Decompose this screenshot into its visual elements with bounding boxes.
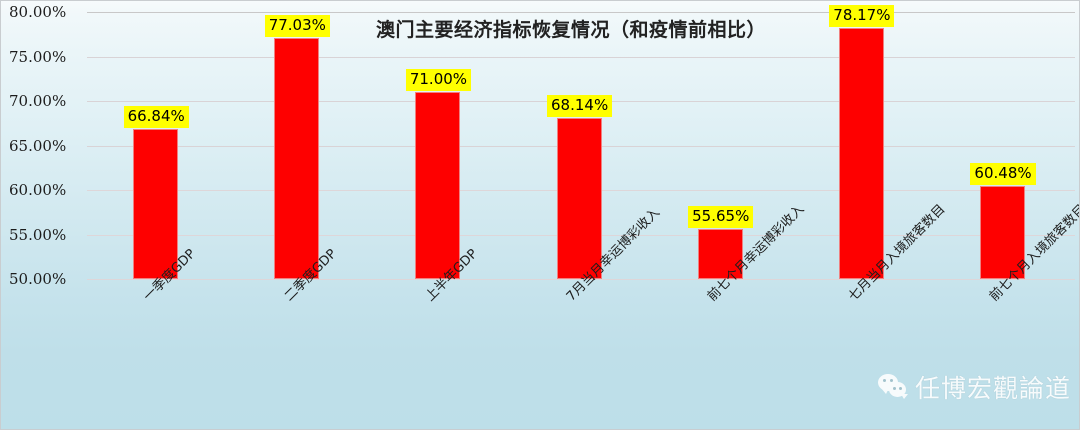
y-axis-tick-label: 60.00% [9,181,67,199]
bar-value-label: 60.48% [970,162,1036,185]
bar[interactable] [979,185,1025,279]
gridline [87,12,1075,13]
bar[interactable] [274,38,320,279]
bar[interactable] [697,228,743,279]
y-axis-tick-label: 75.00% [9,47,67,66]
bar[interactable] [133,129,179,279]
bar[interactable] [415,92,461,279]
y-axis-tick-label: 80.00% [9,3,67,21]
bar[interactable] [838,28,884,279]
bar-value-label: 77.03% [264,15,330,38]
y-axis-tick-label: 65.00% [9,136,67,155]
bar-value-label: 71.00% [405,69,472,92]
y-axis-tick-label: 70.00% [9,92,67,110]
bar-value-label: 66.84% [123,106,189,129]
y-axis-tick-label: 55.00% [9,225,67,244]
watermark-text: 任博宏觀論道 [914,374,1071,403]
watermark: 任博宏觀論道 [877,369,1071,405]
gridline [87,56,1075,58]
bar-value-label: 55.65% [688,205,754,228]
bar-value-label: 78.17% [829,5,895,28]
gridline [87,279,1075,280]
y-axis-tick-label: 50.00% [9,270,67,288]
wechat-icon [877,374,908,400]
chart-title: 澳门主要经济指标恢复情况（和疫情前相比） [375,19,766,41]
bar-value-label: 68.14% [547,94,613,117]
bar[interactable] [556,117,602,279]
